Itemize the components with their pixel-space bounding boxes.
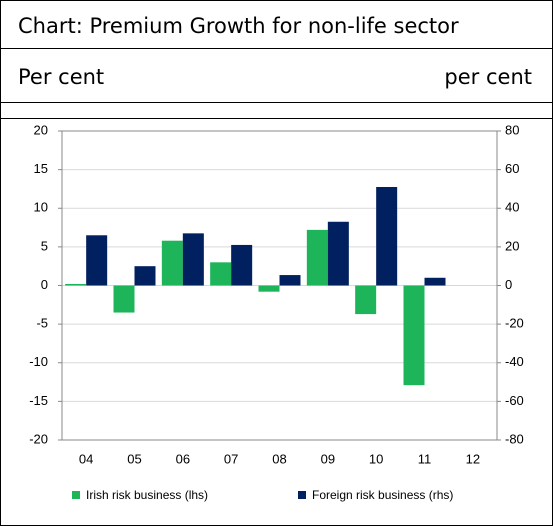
- x-tick-label: 07: [224, 451, 238, 466]
- y2-tick-label: -20: [505, 316, 524, 331]
- bar: [306, 229, 328, 286]
- bar: [65, 283, 87, 286]
- bar: [231, 244, 253, 286]
- y2-axis-label: per cent: [444, 65, 532, 89]
- y-tick-label: -15: [29, 393, 48, 408]
- legend-swatch: [72, 491, 80, 499]
- y-tick-label: 10: [34, 200, 48, 215]
- x-tick-label: 10: [369, 451, 383, 466]
- bar: [355, 285, 377, 315]
- x-tick-label: 05: [127, 451, 141, 466]
- y-tick-label: 5: [41, 238, 48, 253]
- y-tick-label: 0: [41, 277, 48, 292]
- y2-tick-label: -40: [505, 354, 524, 369]
- bar: [258, 285, 280, 292]
- x-tick-label: 04: [79, 451, 93, 466]
- x-tick-label: 06: [176, 451, 190, 466]
- x-tick-label: 11: [418, 451, 432, 466]
- y2-tick-label: 40: [505, 200, 519, 215]
- bar: [279, 275, 301, 286]
- y-tick-label: 20: [34, 122, 48, 137]
- y-tick-label: 15: [34, 161, 48, 176]
- bar: [161, 240, 183, 286]
- y-axis-label: Per cent: [18, 65, 104, 89]
- bar: [182, 233, 204, 286]
- y2-tick-label: -80: [505, 431, 524, 446]
- y2-tick-label: 20: [505, 238, 519, 253]
- y2-tick-label: 0: [505, 277, 512, 292]
- y-tick-label: -20: [29, 431, 48, 446]
- y2-tick-label: 80: [505, 122, 519, 137]
- x-tick-label: 12: [466, 451, 480, 466]
- legend-label: Irish risk business (lhs): [86, 488, 208, 502]
- legend-swatch: [298, 491, 306, 499]
- bar: [424, 277, 446, 286]
- bar: [113, 285, 135, 313]
- legend-label: Foreign risk business (rhs): [312, 488, 453, 502]
- plot-area: [61, 130, 498, 441]
- bar: [403, 285, 425, 386]
- x-tick-label: 08: [272, 451, 286, 466]
- bar: [210, 262, 232, 286]
- bar: [327, 221, 349, 286]
- bar: [86, 235, 108, 286]
- y-tick-label: -5: [36, 316, 48, 331]
- bar: [376, 187, 398, 286]
- y2-tick-label: 60: [505, 161, 519, 176]
- y-tick-label: -10: [29, 354, 48, 369]
- bar: [134, 266, 156, 286]
- y2-tick-label: -60: [505, 393, 524, 408]
- chart-title: Chart: Premium Growth for non-life secto…: [18, 14, 459, 38]
- x-tick-label: 09: [321, 451, 335, 466]
